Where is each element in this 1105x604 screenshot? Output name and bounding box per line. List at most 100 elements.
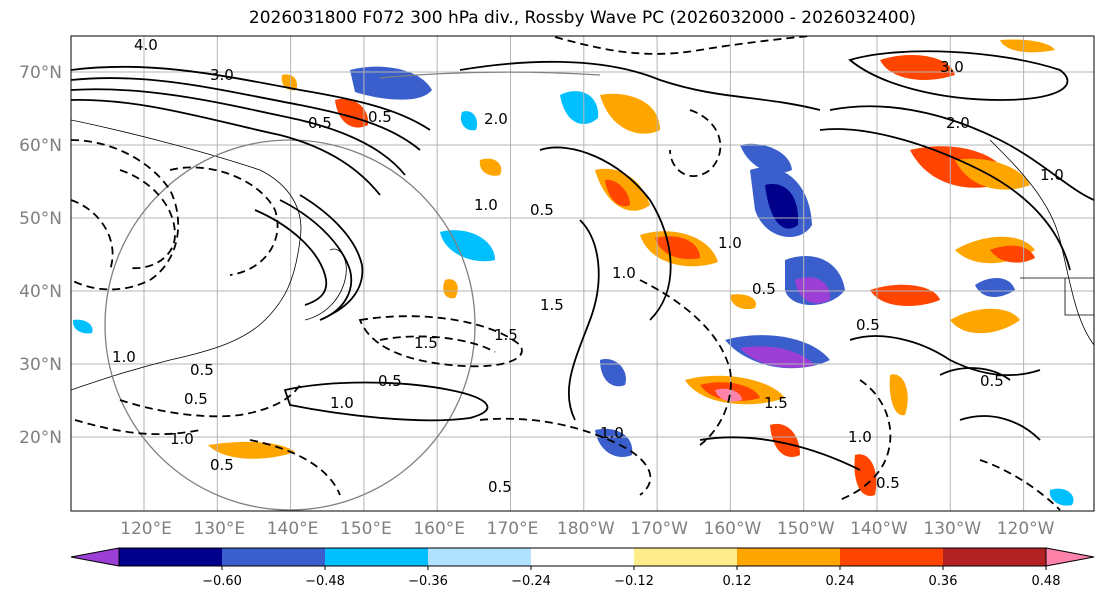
shade-blob [72,319,93,334]
shade-blob [600,93,660,134]
shade-blob [479,158,502,176]
longitude-label: 140°W [850,519,908,539]
divergence-shading [72,39,1074,506]
shade-blob [460,111,478,131]
shade-blob [1049,488,1074,506]
contour-label: 0.5 [530,201,554,219]
longitude-label: 130°W [923,519,981,539]
contour-label: 0.5 [378,372,402,390]
colorbar-segment [737,548,840,566]
shade-blob [765,184,799,229]
contour-label: 1.0 [474,196,498,214]
longitude-label: 120°W [997,519,1055,539]
longitude-label: 160°W [704,519,762,539]
shade-blob [740,346,815,368]
shade-blob [870,284,940,306]
contour-label: 1.0 [848,428,872,446]
colorbar-tick-label: −0.24 [511,574,551,589]
contour-label: 1.0 [1040,166,1064,184]
shade-blob [880,55,955,80]
colorbar-segment [531,548,634,566]
contour-label: 0.5 [368,108,392,126]
longitude-label: 150°E [340,519,392,539]
colorbar-segment [222,548,325,566]
shade-blob [335,98,369,128]
plot-frame [70,35,1095,512]
latitude-labels: 70°N 60°N 50°N 40°N 30°N 20°N [19,63,62,448]
colorbar-frame [118,547,1047,567]
latitude-label: 70°N [19,63,62,83]
coastlines [71,119,1094,391]
shade-blob [1000,39,1055,53]
colorbar-tick-label: −0.48 [305,574,345,589]
colorbar-segment [840,548,943,566]
contour-label: 1.0 [112,348,136,366]
shade-blob [715,388,742,402]
shade-blob [730,294,756,310]
contour-label: 0.5 [876,474,900,492]
colorbar-extend-min [70,547,120,567]
shade-blob [975,278,1015,297]
reference-circle [104,139,476,511]
latitude-label: 30°N [19,355,62,375]
contour-label: 1.0 [612,264,636,282]
contour-label-group: 4.0 3.0 3.0 2.0 2.0 1.0 0.5 0.5 0.5 0.5 … [112,36,1064,496]
shade-blob [740,143,792,173]
longitude-label: 130°E [193,519,245,539]
contour-label: 1.0 [718,234,742,252]
colorbar-segment [119,548,222,566]
map-title: 2026031800 F072 300 hPa div., Rossby Wav… [248,8,917,28]
contour-label: 0.5 [210,456,234,474]
colorbar: −0.60 −0.48 −0.36 −0.24 −0.12 0.12 0.24 0.36 0.4… [70,547,1095,589]
contour-label: 3.0 [940,58,964,76]
colorbar-tick-label: 0.24 [826,574,855,589]
contour-label: 0.5 [752,280,776,298]
longitude-label: 150°W [777,519,835,539]
colorbar-tick-label: −0.36 [408,574,448,589]
latitude-label: 60°N [19,136,62,156]
contour-label: 1.0 [600,424,624,442]
solid-contours [71,50,1094,471]
shade-blob [208,441,295,459]
longitude-label: 140°E [267,519,319,539]
shade-blob [854,454,877,496]
colorbar-tick-label: 0.12 [723,574,752,589]
reference-arc [379,71,601,79]
colorbar-extend-max [1045,547,1095,567]
shade-blob [655,236,700,260]
longitude-label: 170°W [630,519,688,539]
colorbar-tick-label: −0.60 [202,574,242,589]
colorbar-segment [325,548,428,566]
contour-label: 1.5 [540,296,564,314]
contour-label: 1.0 [170,430,194,448]
colorbar-tick-label: 0.36 [929,574,958,589]
contour-label: 0.5 [980,372,1004,390]
contour-label: 3.0 [210,66,234,84]
contour-label: 4.0 [134,36,158,54]
colorbar-segment [943,548,1046,566]
contour-label: 2.0 [946,114,970,132]
shade-blob [950,308,1020,334]
contour-label: 0.5 [190,361,214,379]
contour-label: 1.5 [414,334,438,352]
longitude-label: 160°E [413,519,465,539]
latitude-label: 50°N [19,209,62,229]
colorbar-segment [634,548,737,566]
longitude-label: 120°E [120,519,172,539]
contour-label: 0.5 [308,114,332,132]
graticule [71,36,1094,511]
contour-label: 0.5 [184,390,208,408]
shade-blob [443,279,458,299]
shade-blob [605,179,630,207]
shade-blob [560,91,599,125]
contour-label: 1.0 [330,394,354,412]
shade-blob [889,374,908,416]
dashed-contours [71,36,1061,511]
latitude-label: 20°N [19,428,62,448]
longitude-label: 180°W [557,519,615,539]
longitude-label: 170°E [487,519,539,539]
colorbar-segment [428,548,531,566]
contour-label: 2.0 [484,110,508,128]
contour-label: 0.5 [856,316,880,334]
